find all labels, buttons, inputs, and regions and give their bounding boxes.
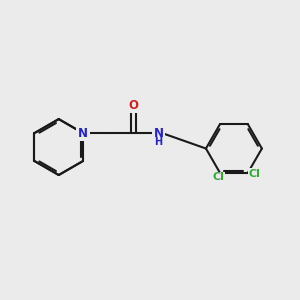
Text: Cl: Cl bbox=[248, 169, 260, 179]
Text: O: O bbox=[128, 99, 138, 112]
Text: Cl: Cl bbox=[212, 172, 224, 182]
Text: N: N bbox=[78, 127, 88, 140]
Text: N: N bbox=[154, 127, 164, 140]
Text: H: H bbox=[154, 137, 163, 148]
